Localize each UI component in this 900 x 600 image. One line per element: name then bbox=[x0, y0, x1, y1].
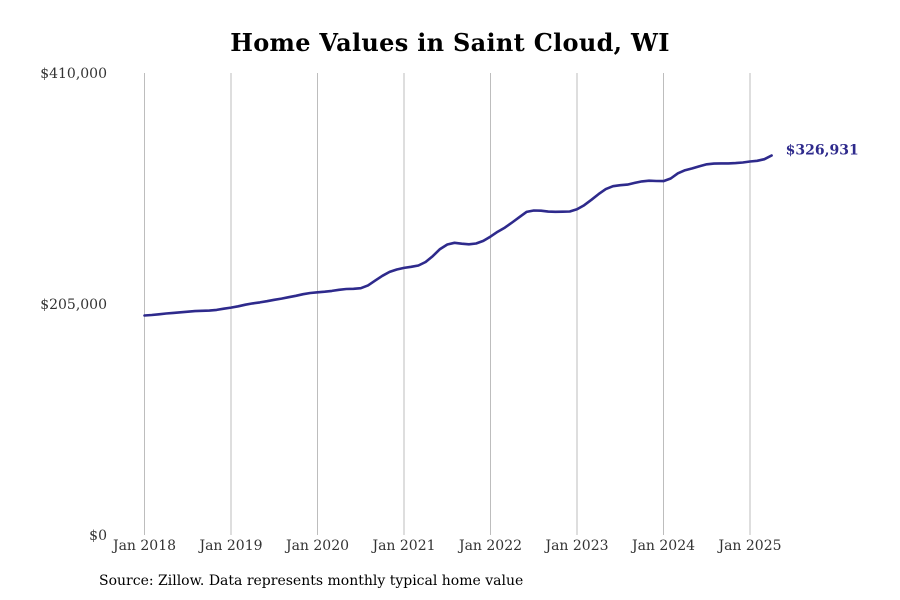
y-tick-label: $205,000 bbox=[40, 297, 107, 313]
source-note: Source: Zillow. Data represents monthly … bbox=[99, 573, 524, 589]
x-tick-label: Jan 2022 bbox=[457, 538, 522, 554]
x-tick-label: Jan 2023 bbox=[543, 538, 608, 554]
y-tick-label: $0 bbox=[89, 528, 107, 544]
vertical-gridlines bbox=[144, 73, 751, 535]
latest-value-label: $326,931 bbox=[786, 142, 859, 158]
x-axis-tick-labels: Jan 2018 Jan 2019 Jan 2020 Jan 2021 Jan 2022… bbox=[111, 538, 782, 554]
x-tick-label: Jan 2018 bbox=[111, 538, 176, 554]
y-axis-tick-labels: $0 $205,000 $410,000 bbox=[40, 66, 107, 544]
x-tick-label: Jan 2019 bbox=[197, 538, 262, 554]
x-tick-label: Jan 2021 bbox=[370, 538, 435, 554]
x-tick-label: Jan 2020 bbox=[284, 538, 349, 554]
x-tick-label: Jan 2025 bbox=[716, 538, 781, 554]
chart-title: Home Values in Saint Cloud, WI bbox=[230, 28, 670, 57]
home-value-line bbox=[143, 154, 773, 317]
x-tick-label: Jan 2024 bbox=[630, 538, 695, 554]
y-tick-label: $410,000 bbox=[40, 66, 107, 82]
